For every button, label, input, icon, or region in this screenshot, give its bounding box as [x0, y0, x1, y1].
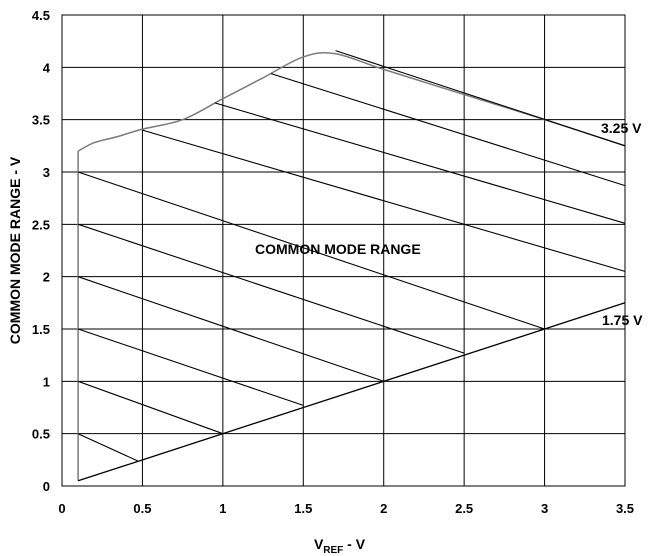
- hatch-line: [142, 129, 626, 272]
- y-tick-label: 2: [43, 270, 50, 285]
- x-tick-label: 3: [541, 501, 548, 516]
- hatch-line: [77, 223, 465, 354]
- series: [77, 50, 626, 482]
- upper-boundary-line: [77, 51, 626, 152]
- y-tick-label: 1: [43, 374, 50, 389]
- x-tick-label: 0: [58, 501, 65, 516]
- hatch-line: [335, 50, 626, 147]
- y-tick-label: 0.5: [32, 427, 50, 442]
- x-tick-label: 0.5: [133, 501, 151, 516]
- y-tick-label: 4: [43, 60, 51, 75]
- hatch-line: [77, 380, 224, 435]
- hatch-line: [77, 433, 138, 462]
- x-axis-title: VREF - V: [314, 536, 366, 556]
- lower-boundary-line: [77, 302, 626, 482]
- x-tick-label: 2.5: [455, 501, 473, 516]
- hatch-line: [214, 102, 626, 224]
- x-axis-title-sub: REF: [323, 545, 343, 556]
- x-tick-label: 3.5: [616, 501, 634, 516]
- x-tick-label: 1: [219, 501, 226, 516]
- y-axis-title: COMMON MODE RANGE - V: [7, 156, 23, 344]
- hatch-line: [77, 328, 304, 406]
- annotation-region: COMMON MODE RANGE: [255, 241, 421, 257]
- y-tick-label: 1.5: [32, 322, 50, 337]
- x-axis-title-main: V: [314, 536, 324, 552]
- x-tick-label: 1.5: [294, 501, 312, 516]
- x-axis-title-suffix: - V: [343, 536, 365, 552]
- plot-frame: [61, 14, 626, 487]
- hatch-line: [270, 73, 626, 187]
- hatch-line: [77, 276, 384, 382]
- tick-labels: 0 0.5 1 1.5 2 2.5 3 3.5 0 0.5 1 1.5 2 2.5 3 3.5 4 4.5: [32, 8, 634, 516]
- annotation-upper: 3.25 V: [601, 120, 642, 136]
- y-tick-label: 3.5: [32, 113, 50, 128]
- y-tick-label: 2.5: [32, 217, 50, 232]
- x-tick-label: 2: [380, 501, 387, 516]
- grid: [62, 15, 625, 486]
- y-tick-label: 0: [43, 479, 50, 494]
- hatch-line: [77, 171, 545, 330]
- annotation-lower: 1.75 V: [602, 312, 643, 328]
- y-tick-label: 4.5: [32, 8, 50, 23]
- y-tick-label: 3: [43, 165, 50, 180]
